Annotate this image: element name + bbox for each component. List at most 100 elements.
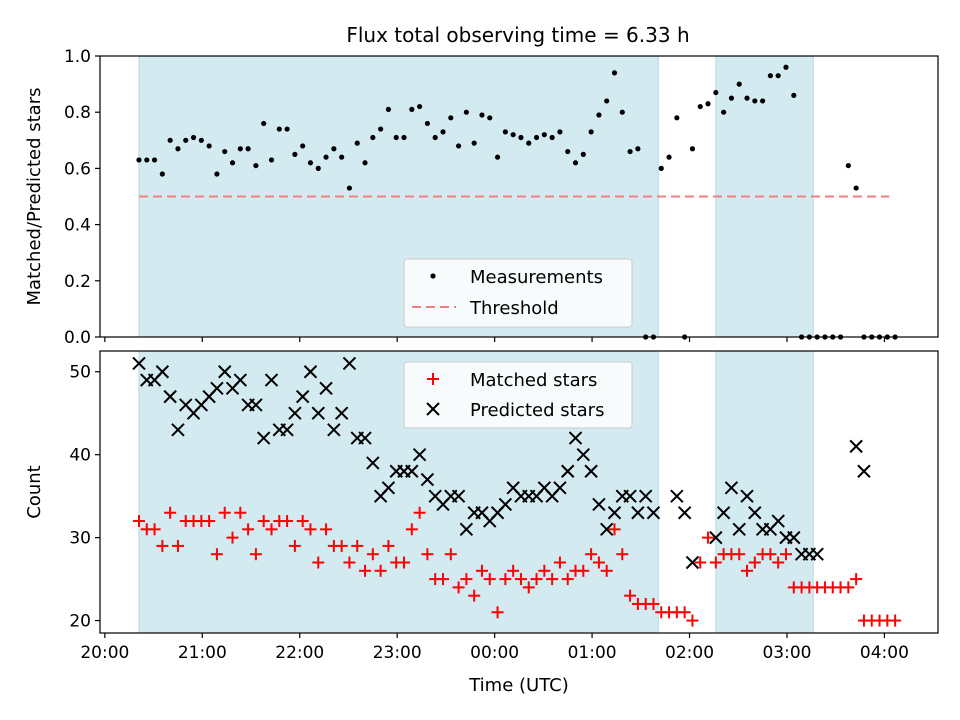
measurements-point [767,73,774,79]
predicted-stars-point [303,365,318,379]
predicted-stars-point [334,406,349,420]
matched-stars-point [779,548,792,561]
bottom-xtick-label: 23:00 [373,643,422,663]
matched-stars-point [522,581,535,594]
predicted-stars-point [319,381,333,396]
measurements-point [237,146,243,152]
measurements-point [853,185,859,191]
matched-stars-point [608,523,621,536]
predicted-stars-point [638,489,653,503]
matched-stars-point [218,506,231,519]
matched-stars-point [288,539,301,552]
measurements-point [424,120,431,127]
predicted-stars-point [498,497,513,512]
matched-stars-point [257,515,270,528]
matched-stars-point [842,581,855,594]
measurements-point [494,154,501,160]
measurements-point [151,157,158,163]
matched-stars-point [499,573,512,586]
predicted-stars-point [709,530,723,545]
measurements-point [510,132,516,138]
predicted-stars-point [210,381,224,396]
bottom-legend-frame [403,361,633,429]
matched-stars-point [468,589,481,602]
measurements-point [339,154,345,160]
predicted-stars-point [295,389,310,404]
measurements-point [362,160,368,166]
measurements-point [479,112,485,118]
matched-stars-point [148,523,161,536]
matched-stars-point [686,614,699,627]
measurements-point [533,134,540,141]
measurements-point [689,146,696,152]
predicted-stars-point [155,365,170,379]
predicted-stars-point [249,398,263,412]
measurements-point [502,129,508,135]
top-ytick-label: 0.0 [64,328,91,348]
measurements-point [658,165,664,171]
measurements-point [572,160,579,166]
matched-stars-point [265,523,278,536]
top-axes-frame [99,55,939,338]
matched-stars-point [320,523,333,536]
legend-measurements-marker [430,273,436,279]
predicted-stars-point [561,464,575,478]
bottom-xtick-label: 04:00 [860,643,909,663]
predicted-stars-point [459,522,474,537]
matched-stars-point [475,564,488,577]
predicted-stars-point [233,373,248,387]
measurements-point [463,109,469,115]
bottom-legend: Matched stars Predicted stars [403,361,633,429]
measurements-point [198,137,204,143]
measurements-point [518,134,524,141]
matched-stars-point [733,548,746,561]
matched-stars-point [405,523,418,536]
predicted-stars-point [412,447,427,462]
measurements-point [245,146,251,152]
matched-stars-point [514,573,527,586]
measurements-point [588,129,594,135]
bottom-shaded-span [715,350,814,634]
bottom-xtick-label: 22:00 [275,643,324,663]
predicted-stars-point [171,423,185,437]
measurements-point [323,154,329,160]
measurements-point [565,148,571,155]
predicted-stars-point [607,506,622,520]
matched-stars-point [156,539,169,552]
measurements-point [580,151,586,157]
predicted-stars-point [381,481,396,495]
top-legend-frame [403,258,633,328]
measurements-point [268,157,275,163]
legend-matched-marker [427,373,439,385]
measurements-point [845,162,851,169]
predicted-stars-point [716,506,731,520]
measurements-point [370,134,376,141]
predicted-stars-point [405,464,419,478]
legend-predicted-marker [426,402,440,416]
top-legend: Measurements Threshold [403,258,633,328]
matched-stars-point [577,564,590,577]
measurements-point [261,120,267,127]
predicted-stars-point [748,506,762,520]
matched-stars-point [359,564,372,577]
predicted-stars-point [218,365,232,379]
measurements-point [697,103,703,110]
measurements-point [346,185,353,191]
measurements-point [549,134,555,141]
matched-stars-point [312,556,325,569]
predicted-stars-point [685,555,700,570]
measurements-point [409,106,415,112]
measurements-point [487,115,493,121]
predicted-stars-point [568,431,583,445]
predicted-stars-point [256,431,271,445]
matched-stars-point [132,515,145,528]
measurements-point [541,132,547,138]
matched-stars-point [436,573,449,586]
measurements-point [783,64,789,70]
matched-stars-point [460,573,473,586]
matched-stars-point [491,606,504,619]
bottom-xtick-label: 03:00 [762,643,811,663]
matched-stars-point [366,548,379,561]
measurements-point [736,81,742,87]
measurements-point [183,137,189,143]
